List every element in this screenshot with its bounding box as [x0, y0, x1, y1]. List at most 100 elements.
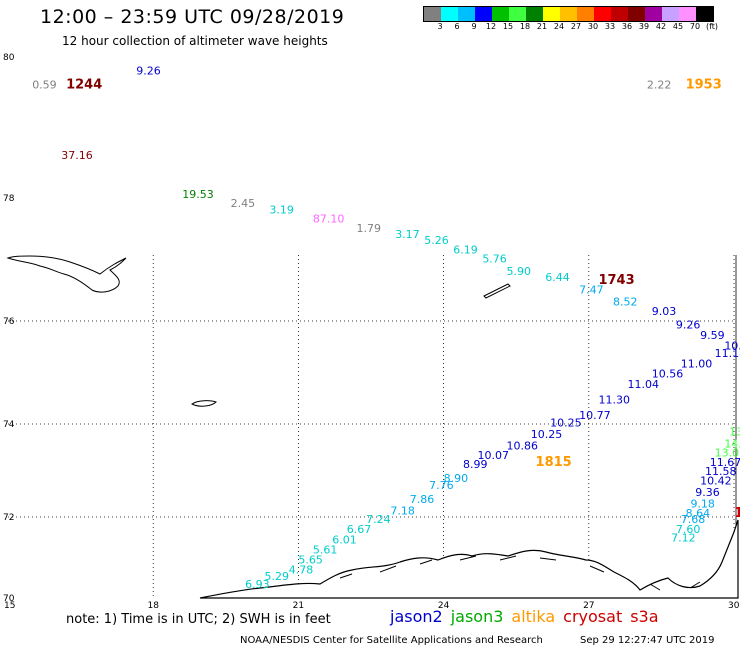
wave-height-value: 7.60	[676, 523, 701, 536]
wave-height-value: 14.	[724, 437, 740, 450]
legend-swatch	[662, 7, 679, 21]
wave-height-value: 0.59	[32, 79, 57, 92]
wave-height-value: 7.47	[579, 283, 604, 296]
wave-height-value: 4.78	[289, 564, 314, 577]
wave-height-value: 2.45	[231, 197, 256, 210]
legend-swatch	[679, 7, 696, 21]
wave-height-value: 5.29	[265, 570, 290, 583]
latitude-label: 74	[3, 420, 15, 430]
longitude-label: 21	[293, 601, 304, 611]
latitude-label: 78	[3, 194, 15, 204]
coastline-svalbard-south	[6, 255, 127, 293]
legend-swatch	[628, 7, 645, 21]
legend-tick-label: 30	[587, 22, 599, 31]
longitude-labels: 15 18 21 24 27 30	[4, 601, 740, 611]
wave-height-value: 8.99	[463, 458, 488, 471]
wave-height-value: 10.07	[477, 449, 509, 462]
pass-time-label: 1953	[686, 78, 722, 93]
wave-height-value: 6.01	[332, 533, 357, 546]
wave-height-value: 10.25	[550, 416, 582, 429]
legend-swatch	[441, 7, 458, 21]
legend-swatch	[560, 7, 577, 21]
wave-height-value: 3.17	[395, 228, 420, 241]
legend-swatch	[492, 7, 509, 21]
latitude-label: 76	[3, 317, 15, 327]
wave-height-value: 7.12	[671, 531, 696, 544]
longitude-label: 30	[728, 601, 740, 611]
longitude-label: 27	[583, 601, 594, 611]
legend-tick-label: 9	[471, 22, 477, 31]
wave-height-value: 10.38	[724, 339, 740, 352]
legend-swatch	[696, 7, 713, 21]
coastline-hopen	[483, 283, 511, 299]
legend-swatch	[594, 7, 611, 21]
wave-height-value: 7.18	[390, 505, 415, 518]
legend-tick-label: 12	[485, 22, 497, 31]
pass-time-label: 1743	[598, 273, 634, 288]
wave-height-value: 8.52	[613, 296, 638, 309]
legend-tick-label: 39	[638, 22, 650, 31]
wave-height-value: 10.42	[700, 474, 732, 487]
latitude-label: 80	[3, 53, 15, 63]
map-subtitle: 12 hour collection of altimeter wave hei…	[62, 34, 328, 48]
wave-height-value: 87.10	[313, 213, 345, 226]
wave-height-value: 5.61	[313, 543, 338, 556]
wave-height-value: 1.79	[356, 222, 381, 235]
pass-time-label: 12	[734, 506, 740, 521]
legend-tick-label: 18	[519, 22, 531, 31]
credit-line: NOAA/NESDIS Center for Satellite Applica…	[240, 635, 543, 646]
wave-height-value: 6.19	[453, 243, 478, 256]
longitude-label: 18	[147, 601, 159, 611]
satellite-name: cryosat	[563, 607, 623, 626]
wave-height-value: 6.93	[245, 578, 270, 591]
legend-swatch	[611, 7, 628, 21]
wave-height-value: 13.0	[715, 447, 740, 460]
wave-height-value: 3.19	[269, 203, 294, 216]
legend-tick-label: 15	[502, 22, 514, 31]
legend-swatch	[509, 7, 526, 21]
wave-height-value: 19.53	[182, 188, 214, 201]
wave-height-value: 2.22	[647, 79, 672, 92]
wave-height-value: 10.77	[579, 409, 611, 422]
wave-height-value: 5.76	[482, 253, 507, 266]
legend-swatch	[526, 7, 543, 21]
legend-tick-label: 21	[536, 22, 548, 31]
coastline-norway-north	[199, 519, 739, 599]
latitude-label: 70	[3, 594, 15, 604]
wave-height-value: 10.56	[652, 368, 684, 381]
wave-height-value: 37.16	[61, 149, 93, 162]
latitude-labels: 80 78 76 74 72 70	[3, 53, 15, 604]
wave-height-value: 9.26	[676, 319, 701, 332]
longitude-label: 24	[438, 601, 450, 611]
latitude-label: 72	[3, 513, 14, 523]
wave-height-value: 8.64	[686, 507, 711, 520]
wave-height-value: 5.90	[507, 265, 532, 278]
legend-swatch	[424, 7, 441, 21]
wave-height-value: 9.59	[700, 329, 725, 342]
wave-height-value: 10.86	[507, 440, 539, 453]
wave-height-value: 6.67	[347, 523, 372, 536]
wave-height-value: 10.25	[531, 428, 563, 441]
legend-tick-label: 6	[454, 22, 460, 31]
wave-height-value: 5.65	[298, 554, 323, 567]
satellite-name: s3a	[630, 607, 659, 626]
wave-height-value: 11.18	[715, 347, 740, 360]
legend-tick-label: 36	[621, 22, 633, 31]
wave-height-value: 7.86	[410, 493, 435, 506]
satellite-name: altika	[511, 607, 556, 626]
coastline	[6, 255, 739, 599]
wave-height-value: 8.90	[444, 472, 469, 485]
legend-tick-label: 42	[655, 22, 667, 31]
legend-swatch	[577, 7, 594, 21]
wave-height-value: 5.26	[424, 234, 449, 247]
legend-tick-label: 27	[570, 22, 582, 31]
pass-time-label: 1815	[536, 455, 572, 470]
coastline-fjords	[339, 555, 701, 591]
wave-height-value: 6.44	[545, 271, 570, 284]
pass-time-label: 1244	[66, 78, 102, 93]
wave-height-value: 11.30	[598, 393, 630, 406]
wave-height-value: 11.67	[710, 456, 740, 469]
legend-swatch	[475, 7, 492, 21]
wave-height-value: 13.	[729, 426, 740, 439]
